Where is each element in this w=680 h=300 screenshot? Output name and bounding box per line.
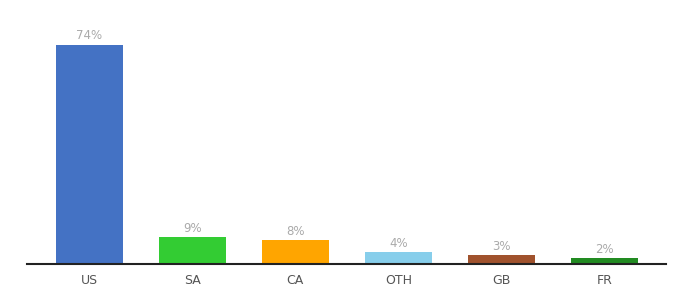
Bar [56,45,122,264]
Bar [365,252,432,264]
Bar [262,240,328,264]
Text: 8%: 8% [286,225,305,238]
Text: 3%: 3% [492,240,511,253]
Text: 74%: 74% [76,29,102,42]
Bar [158,237,226,264]
Text: 2%: 2% [595,243,614,256]
Bar [468,255,535,264]
Bar [571,258,638,264]
Text: 4%: 4% [389,237,408,250]
Text: 9%: 9% [183,222,201,235]
